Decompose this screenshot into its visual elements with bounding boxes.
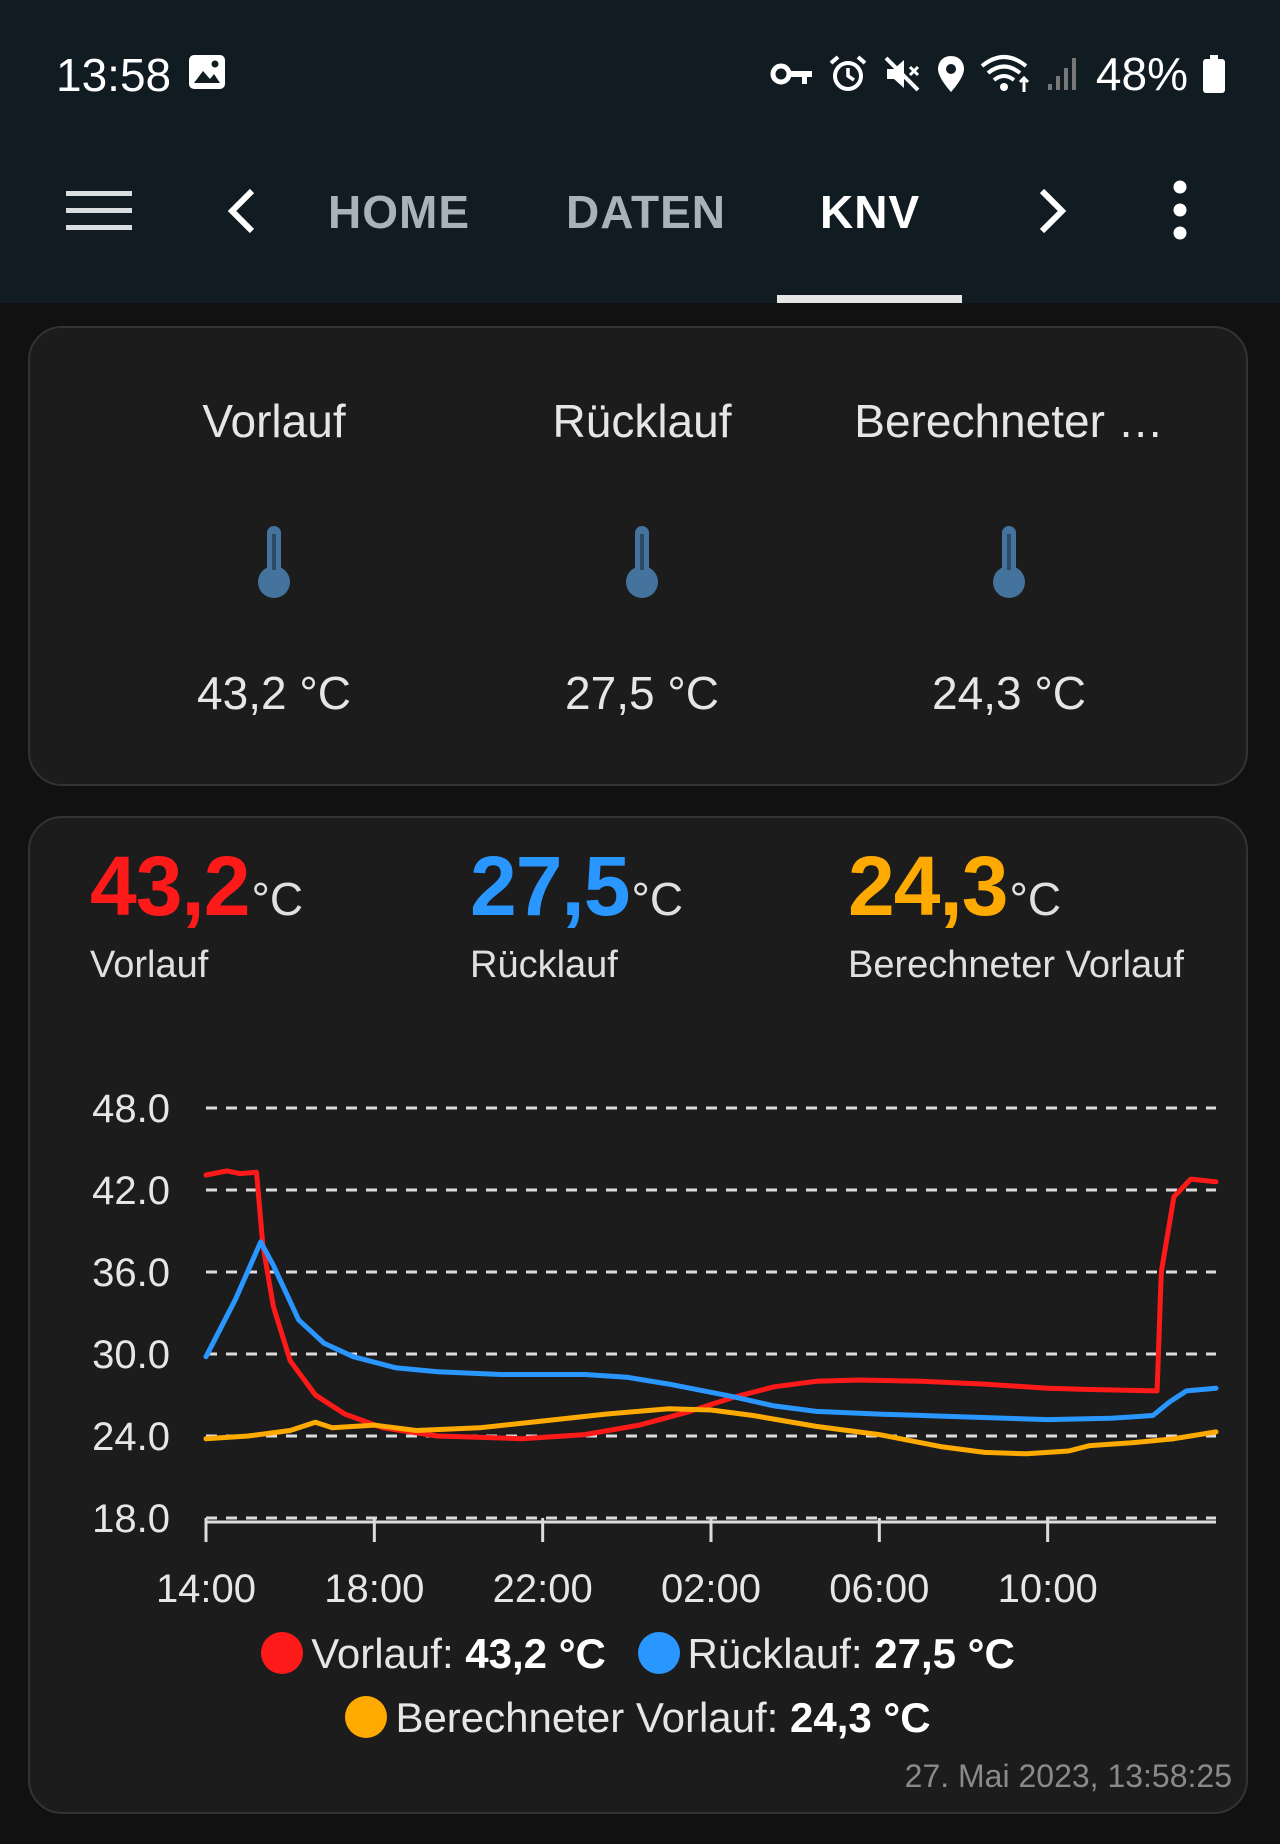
tab-home[interactable]: HOME [328,186,470,238]
legend-item-ruecklauf[interactable]: Rücklauf: 27,5 °C [637,1630,1015,1678]
headline-label: Rücklauf [470,944,618,986]
x-tick-label: 02:00 [661,1567,761,1611]
chevron-right-icon[interactable] [1032,183,1072,239]
legend-item-berechneter-vorlauf[interactable]: Berechneter Vorlauf: 24,3 °C [345,1694,931,1742]
tab-daten[interactable]: DATEN [566,186,727,238]
entity-name: Rücklauf [552,395,732,447]
headline-value: 24,3 [848,839,1008,933]
thermometer-icon [258,526,290,598]
headline-berechneter-vorlauf[interactable]: 24,3°C [848,838,1061,935]
app-bar: HOME DATEN KNV [0,145,1280,303]
tab-knv[interactable]: KNV [820,186,921,238]
legend-name: Rücklauf: [687,1630,863,1677]
menu-icon[interactable] [66,181,132,241]
legend-item-vorlauf[interactable]: Vorlauf: 43,2 °C [261,1630,606,1678]
legend-dot [637,1632,680,1674]
headline-unit: °C [1009,873,1062,925]
legend-value: 43,2 °C [465,1630,606,1677]
chart-legend-row-1: Vorlauf: 43,2 °C Rücklauf: 27,5 °C [30,1630,1246,1678]
status-icons: 48% [770,48,1226,100]
thermometer-icon [626,526,658,598]
entity-value: 43,2 °C [197,667,351,719]
line-chart[interactable]: 48.0 42.0 36.0 30.0 24.0 18.0 14:00 18:00 22:00 0… [30,818,1246,1618]
series-line-r-cklauf [203,1239,1219,1423]
entity-value: 24,3 °C [932,667,1086,719]
wifi-icon [980,55,1029,92]
entity-value: 27,5 °C [565,667,719,719]
entity-name: Berechneter … [854,395,1164,447]
y-tick-label: 42.0 [92,1169,170,1213]
y-tick-label: 18.0 [92,1497,170,1541]
legend-dot [261,1632,304,1674]
headline-ruecklauf[interactable]: 27,5°C [470,838,683,935]
x-tick-label: 22:00 [493,1567,593,1611]
active-tab-indicator [777,295,962,303]
last-updated-timestamp: 27. Mai 2023, 13:58:25 [904,1758,1232,1794]
status-bar: 13:58 [0,0,1280,145]
mute-icon [884,56,920,92]
vpn-key-icon [770,63,812,85]
headline-label: Vorlauf [90,944,209,986]
legend-name: Vorlauf: [311,1630,454,1677]
legend-value: 27,5 °C [874,1630,1015,1677]
more-options-icon[interactable] [1160,175,1200,245]
alarm-icon [829,55,867,91]
headline-value: 43,2 [90,839,250,933]
y-tick-label: 48.0 [92,1087,170,1131]
history-graph-card: 43,2°C Vorlauf 27,5°C Rücklauf 24,3°C Be… [28,816,1248,1814]
legend-value: 24,3 °C [790,1694,931,1741]
legend-name: Berechneter Vorlauf: [395,1694,779,1741]
chevron-left-icon[interactable] [222,183,262,239]
battery-percent: 48% [1095,48,1188,100]
headline-unit: °C [251,873,304,925]
x-tick-label: 14:00 [156,1567,256,1611]
headline-label: Berechneter Vorlauf [848,944,1184,986]
battery-icon [1203,55,1225,93]
entity-name: Vorlauf [202,395,346,447]
headline-value: 27,5 [470,839,630,933]
y-tick-label: 30.0 [92,1333,170,1377]
entities-card: Vorlauf 43,2 °C Rücklauf 27,5 °C Berechn… [28,326,1248,786]
x-tick-label: 06:00 [829,1567,929,1611]
signal-icon [1047,58,1076,90]
y-tick-label: 36.0 [92,1251,170,1295]
thermometer-icon [993,526,1025,598]
legend-dot [345,1696,388,1738]
headline-unit: °C [631,873,684,925]
chart-legend-row-2: Berechneter Vorlauf: 24,3 °C [30,1694,1246,1742]
headline-vorlauf[interactable]: 43,2°C [90,838,303,935]
location-icon [937,56,964,92]
x-tick-label: 18:00 [324,1567,424,1611]
series-line-vorlauf [203,1168,1219,1442]
y-tick-label: 24.0 [92,1415,170,1459]
gallery-icon [189,55,225,89]
series-line-berechneter-vorlauf [203,1406,1219,1457]
x-tick-label: 10:00 [998,1567,1098,1611]
status-time: 13:58 [56,49,172,101]
